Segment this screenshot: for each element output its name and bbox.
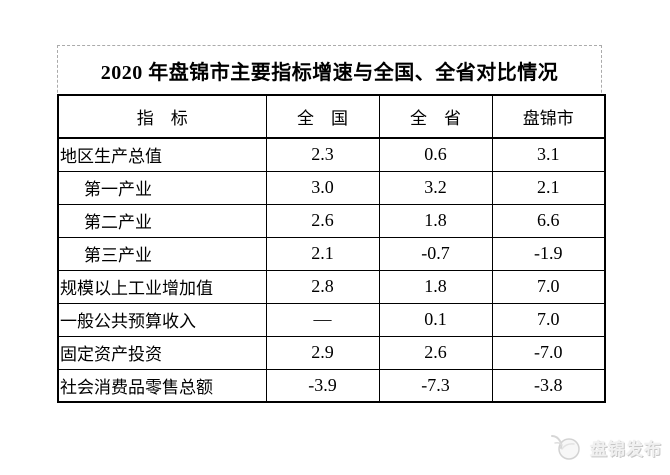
table-title: 2020 年盘锦市主要指标增速与全国、全省对比情况 <box>100 61 559 84</box>
table-row: 第一产业 3.0 3.2 2.1 <box>57 170 606 205</box>
national-value: — <box>265 302 380 337</box>
indicator-cell: 地区生产总值 <box>57 137 267 172</box>
indicator-cell: 一般公共预算收入 <box>57 302 267 337</box>
table-row: 固定资产投资 2.9 2.6 -7.0 <box>57 335 606 370</box>
national-value: 2.6 <box>265 203 380 238</box>
panjin-value: 3.1 <box>491 137 606 172</box>
indicator-cell: 规模以上工业增加值 <box>57 269 267 304</box>
province-value: 1.8 <box>378 203 493 238</box>
indicator-cell: 第一产业 <box>57 170 267 205</box>
panjin-value: 6.6 <box>491 203 606 238</box>
table-row: 社会消费品零售总额 -3.9 -7.3 -3.8 <box>57 368 606 403</box>
col-header-indicator: 指 标 <box>57 94 267 139</box>
panjin-value: -7.0 <box>491 335 606 370</box>
indicator-cell: 第三产业 <box>57 236 267 271</box>
col-header-province: 全 省 <box>378 94 493 139</box>
panjin-value: -3.8 <box>491 368 606 403</box>
table-row: 一般公共预算收入 — 0.1 7.0 <box>57 302 606 337</box>
national-value: 2.8 <box>265 269 380 304</box>
panjin-value: -1.9 <box>491 236 606 271</box>
province-value: -7.3 <box>378 368 493 403</box>
table-row: 第二产业 2.6 1.8 6.6 <box>57 203 606 238</box>
province-value: 0.1 <box>378 302 493 337</box>
province-value: -0.7 <box>378 236 493 271</box>
table-row: 地区生产总值 2.3 0.6 3.1 <box>57 137 606 172</box>
table-row: 第三产业 2.1 -0.7 -1.9 <box>57 236 606 271</box>
col-header-national: 全 国 <box>265 94 380 139</box>
province-value: 2.6 <box>378 335 493 370</box>
watermark: 盘锦发布 <box>548 431 662 463</box>
comparison-table: 指 标 全 国 全 省 盘锦市 地区生产总值 2.3 0.6 3.1 第一产业 … <box>57 94 606 403</box>
national-value: 2.3 <box>265 137 380 172</box>
national-value: 3.0 <box>265 170 380 205</box>
indicator-cell: 社会消费品零售总额 <box>57 368 267 403</box>
indicator-cell: 第二产业 <box>57 203 267 238</box>
indicator-cell: 固定资产投资 <box>57 335 267 370</box>
panjin-value: 7.0 <box>491 269 606 304</box>
province-value: 3.2 <box>378 170 493 205</box>
panjin-value: 7.0 <box>491 302 606 337</box>
province-value: 1.8 <box>378 269 493 304</box>
national-value: 2.1 <box>265 236 380 271</box>
header-row: 指 标 全 国 全 省 盘锦市 <box>57 94 606 139</box>
crane-logo-icon <box>551 435 580 460</box>
national-value: -3.9 <box>265 368 380 403</box>
panjin-value: 2.1 <box>491 170 606 205</box>
table-row: 规模以上工业增加值 2.8 1.8 7.0 <box>57 269 606 304</box>
province-value: 0.6 <box>378 137 493 172</box>
national-value: 2.9 <box>265 335 380 370</box>
figure-frame: 2020 年盘锦市主要指标增速与全国、全省对比情况 指 标 全 国 全 省 盘锦… <box>57 45 606 403</box>
watermark-label: 盘锦发布 <box>590 439 662 459</box>
col-header-panjin: 盘锦市 <box>491 94 606 139</box>
